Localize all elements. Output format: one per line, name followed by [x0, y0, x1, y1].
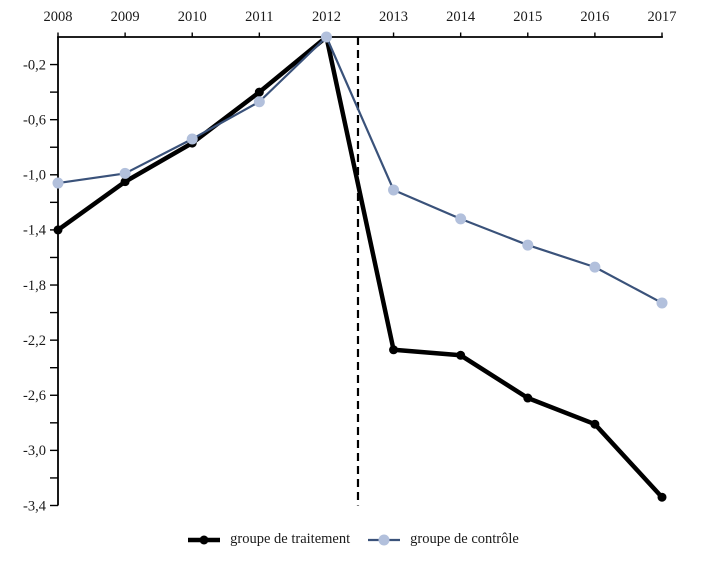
series-marker-control — [522, 239, 534, 251]
y-tick-label: -3,0 — [23, 443, 46, 459]
series-marker-treatment — [590, 419, 600, 429]
legend-item-treatment: groupe de traitement — [186, 531, 350, 548]
y-tick-label: -0,6 — [23, 112, 46, 128]
series-marker-treatment — [120, 177, 130, 187]
x-tick-label: 2008 — [44, 9, 73, 25]
control-key-dot — [378, 534, 390, 545]
x-tick-label: 2009 — [111, 9, 140, 25]
series-marker-control — [320, 31, 332, 43]
legend-label-control: groupe de contrôle — [410, 531, 519, 547]
x-tick-label: 2017 — [648, 9, 677, 25]
series-marker-control — [253, 96, 265, 108]
series-marker-treatment — [657, 492, 667, 502]
series-marker-treatment — [456, 350, 466, 360]
series-marker-control — [52, 177, 64, 189]
series-marker-control — [186, 133, 198, 145]
legend-label-treatment: groupe de traitement — [230, 531, 351, 547]
y-tick-label: -1,8 — [23, 278, 46, 294]
series-marker-control — [656, 297, 668, 309]
x-tick-label: 2011 — [245, 9, 273, 25]
series-marker-treatment — [254, 87, 264, 97]
y-tick-label: -2,2 — [23, 333, 46, 349]
legend-item-control: groupe de contrôle — [366, 531, 519, 548]
x-tick-label: 2014 — [446, 9, 476, 25]
x-tick-label: 2015 — [513, 9, 542, 25]
series-marker-control — [119, 167, 131, 179]
line-chart-plot-area: 2008 2009 2010 2011 2012 2013 2014 2015 2016 2017… — [23, 9, 677, 514]
series-marker-control — [455, 213, 467, 225]
treatment-series-key-icon — [188, 535, 221, 544]
x-tick-label: 2016 — [580, 9, 609, 25]
legend: groupe de traitement groupe de contrôle — [0, 531, 705, 548]
y-tick-label: -1,4 — [23, 223, 47, 239]
y-tick-label: -3,4 — [23, 498, 47, 514]
x-tick-label: 2013 — [379, 9, 408, 25]
y-tick-label: -0,2 — [23, 57, 46, 73]
treatment-key-dot — [199, 535, 209, 544]
series-marker-treatment — [53, 225, 63, 235]
y-tick-label: -2,6 — [23, 388, 46, 404]
control-series-key-icon — [368, 534, 401, 545]
series-line-treatment — [55, 34, 665, 500]
series-marker-treatment — [389, 345, 399, 355]
series-line-control — [56, 35, 664, 305]
y-tick-label: -1,0 — [23, 168, 46, 184]
series-marker-control — [388, 184, 400, 196]
x-tick-label: 2010 — [178, 9, 207, 25]
x-tick-label: 2012 — [312, 9, 341, 25]
series-marker-treatment — [523, 393, 533, 403]
series-marker-control — [589, 261, 601, 273]
